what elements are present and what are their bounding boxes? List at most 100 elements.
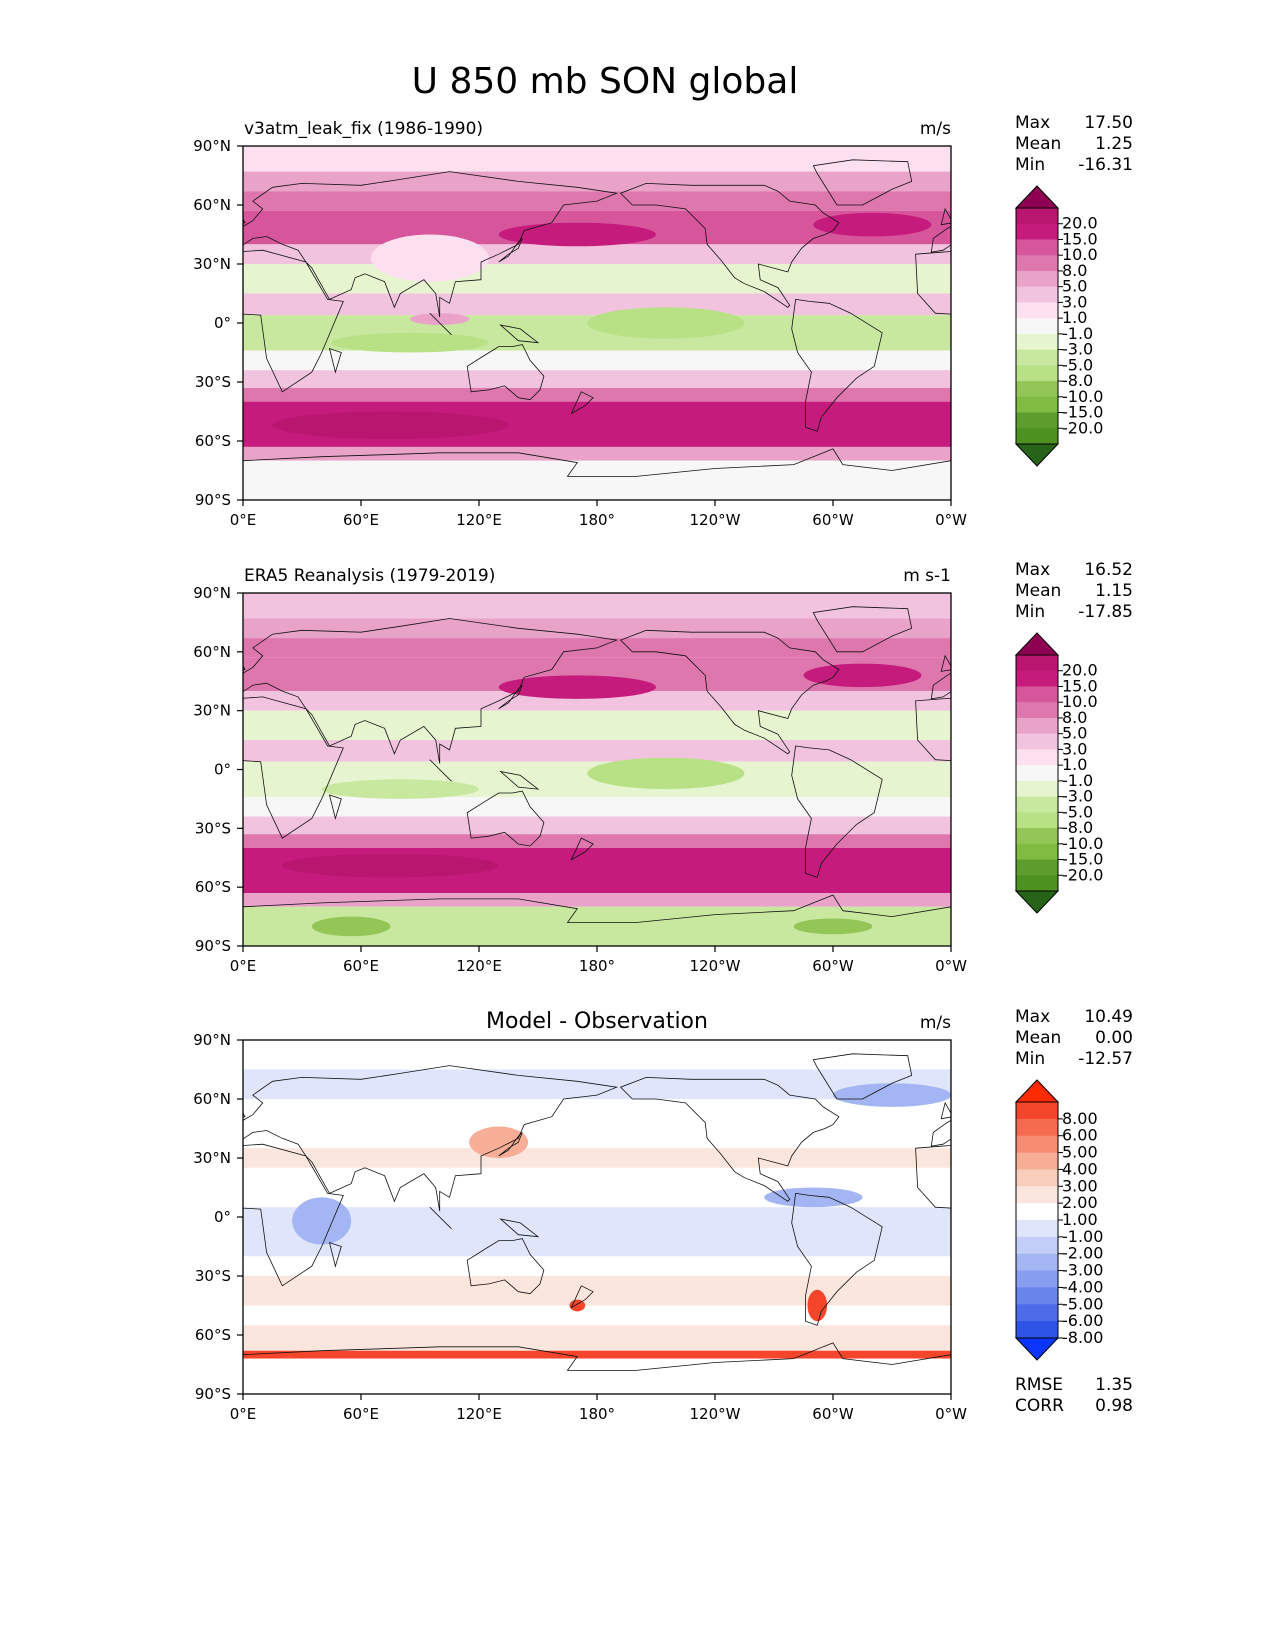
extra-stat-label: RMSE (1015, 1375, 1063, 1395)
y-tick-label: 90°N (193, 137, 231, 155)
colorbar-label: -1.0 (1062, 771, 1093, 790)
colorbar-label: -1.0 (1062, 324, 1093, 343)
colorbar-segment (1016, 843, 1058, 861)
extra-stat-value: 0.98 (1095, 1396, 1133, 1416)
colorbar: 20.015.010.08.05.03.01.0-1.0-3.0-5.0-8.0… (1014, 632, 1103, 914)
coastline (1209, 1219, 1246, 1237)
field-anomaly (321, 779, 479, 799)
x-tick-label: 60°E (343, 1405, 379, 1423)
coastline (466, 1238, 545, 1295)
stat-label: Mean (1015, 134, 1061, 154)
coastline (570, 837, 594, 861)
field-anomaly (370, 234, 489, 282)
colorbar-segment (1016, 1118, 1058, 1137)
y-tick-label: 0° (214, 761, 231, 779)
colorbar-segment (1016, 1270, 1058, 1288)
coastline (570, 1285, 594, 1309)
x-tick-label: 120°E (456, 511, 502, 529)
colorbar-segment (1016, 1236, 1058, 1255)
colorbar-segment (1016, 270, 1058, 288)
x-tick-label: 120°W (690, 957, 741, 975)
field-anomaly (813, 212, 932, 237)
x-tick-label: 0°E (230, 957, 257, 975)
colorbar-segment (1016, 670, 1058, 687)
stat-label: Mean (1015, 581, 1061, 601)
colorbar-segment (1016, 780, 1058, 798)
panel-test: 0°E 60°E 120°E 180° 120°W 60°W 0°W 90°N 60°N 30°N… (193, 113, 1133, 529)
colorbar-label: -5.0 (1062, 802, 1093, 821)
field-band (243, 1276, 951, 1306)
x-tick-label: 180° (579, 957, 615, 975)
coastline (243, 1143, 344, 1287)
colorbar-label: 15.0 (1062, 676, 1098, 695)
field-anomaly (282, 853, 499, 878)
colorbar-segment (1016, 1321, 1058, 1339)
colorbar-label: 8.00 (1062, 1109, 1098, 1128)
stat-label: Min (1015, 155, 1045, 175)
x-tick-label: 180° (579, 1405, 615, 1423)
coastline (243, 696, 344, 839)
field-band (243, 1305, 951, 1326)
colorbar-segment (1016, 318, 1058, 335)
units-label: m/s (920, 119, 951, 139)
coastline (791, 745, 883, 878)
field-anomaly (331, 332, 489, 353)
field-anomaly (498, 222, 656, 247)
field-anomaly (498, 675, 656, 699)
panel-title: Model - Observation (486, 1009, 708, 1034)
x-tick-label: 60°E (343, 511, 379, 529)
y-tick-label: 0° (214, 314, 231, 332)
coastline (243, 448, 951, 500)
x-tick-label: 120°E (456, 1405, 502, 1423)
colorbar: 8.006.005.004.003.002.001.00-1.00-2.00-3… (1014, 1079, 1103, 1361)
field-anomaly (410, 313, 470, 325)
coastline (243, 618, 619, 764)
stat-value: 16.52 (1084, 560, 1133, 580)
y-tick-label: 60°N (193, 196, 231, 214)
coastline (1138, 1207, 1160, 1229)
coastline (940, 207, 951, 226)
field-anomaly (469, 1126, 529, 1159)
field-band (243, 1148, 951, 1168)
field-band (243, 834, 951, 848)
extra-stat-value: 1.35 (1095, 1375, 1133, 1395)
field-band (243, 796, 951, 817)
coastline (1207, 1132, 1231, 1156)
colorbar-segment (1016, 859, 1058, 876)
colorbar-label: 3.0 (1062, 739, 1087, 758)
colorbar-segment (1016, 302, 1058, 319)
colorbar-frame (1015, 207, 1059, 445)
y-tick-label: 90°S (195, 491, 231, 509)
coastlines (243, 159, 951, 500)
colorbar-label: -5.0 (1062, 355, 1093, 374)
colorbar-label: 3.0 (1062, 292, 1087, 311)
coastline (619, 629, 840, 755)
panel-difference: 0°E 60°E 120°E 180° 120°W 60°W 0°W 90°N 60°N 30°N… (193, 1007, 1246, 1423)
stat-label: Mean (1015, 1028, 1061, 1048)
colorbar-extend-max (1014, 1079, 1060, 1103)
x-tick-label: 0°W (935, 957, 967, 975)
colorbar-extend-max (1014, 632, 1060, 656)
coastline (429, 1206, 452, 1230)
x-tick-label: 0°E (230, 511, 257, 529)
colorbar-segment (1016, 1135, 1058, 1154)
stat-value: 1.25 (1095, 134, 1133, 154)
colorbar-label: 3.00 (1062, 1176, 1098, 1195)
colorbar-segment (1016, 875, 1058, 892)
coastline (1209, 772, 1246, 790)
field-anomaly (272, 411, 509, 440)
field-anomaly (764, 1187, 863, 1208)
field-band (243, 691, 951, 711)
panels: 0°E 60°E 120°E 180° 120°W 60°W 0°W 90°N 60°N 30°N… (193, 113, 1246, 1423)
figure-title: U 850 mb SON global (412, 61, 799, 102)
colorbar-label: -3.0 (1062, 340, 1093, 359)
field-band (243, 446, 951, 461)
y-tick-label: 30°S (195, 1267, 231, 1285)
coastline (499, 1218, 540, 1238)
field-band (243, 350, 951, 371)
coastline (243, 171, 619, 318)
colorbar-label: -1.00 (1062, 1227, 1103, 1246)
y-tick-label: 90°S (195, 1385, 231, 1403)
coastline (812, 1053, 913, 1100)
coastline (930, 672, 951, 700)
